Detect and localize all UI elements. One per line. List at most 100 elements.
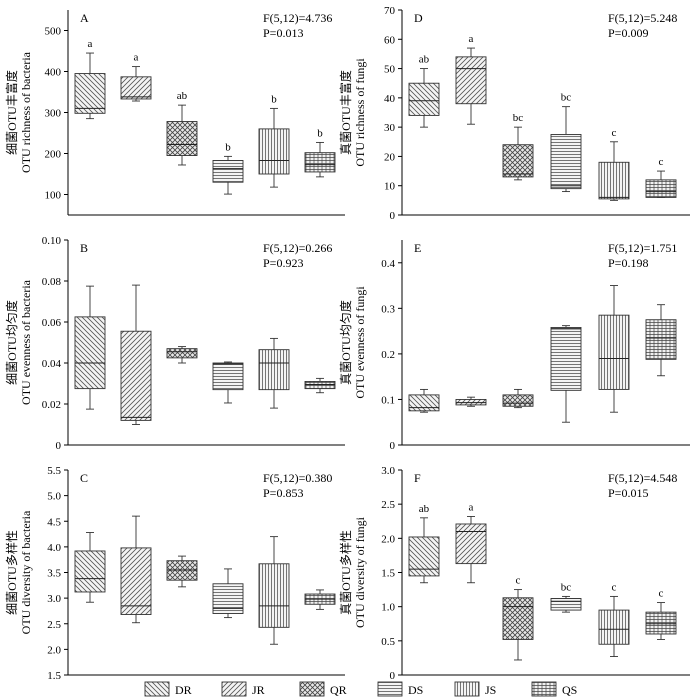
box-iqr [258,128,290,175]
panel-letter: F [414,471,421,485]
stat-f-value: F(5,12)=0.380 [263,471,332,485]
panel-E: 0 0.1 0.2 0.3 0.4 真菌OTU均匀度 OTU evenness of fun… [338,240,690,452]
stat-p-value: P=0.853 [263,486,303,500]
y-tick-label: 1.5 [381,568,395,580]
y-tick-label: 0.08 [42,276,62,288]
y-tick-label: 0 [390,670,396,682]
y-tick-label: 1.0 [381,602,395,614]
box-QS: c [645,588,677,640]
legend-item-DS: DS [377,681,423,697]
box-JS: b [258,93,290,188]
significance-letter: a [469,33,474,45]
panel-D: 0 10 20 30 40 50 60 70 真菌OTU丰富度 OTU richness of f… [338,5,690,222]
box-iqr [258,563,290,628]
significance-letter: ab [419,503,430,515]
legend-swatch [144,681,170,697]
panel-letter: B [80,241,88,255]
y-tick-label: 50 [384,64,396,76]
box-iqr [74,73,106,114]
y-tick-label: 0.10 [42,235,62,247]
box-DR: ab [408,54,440,128]
box-DR: ab [408,503,440,584]
significance-letter: c [612,581,617,593]
y-tick-label: 5.5 [47,465,61,477]
box-iqr [304,381,336,390]
y-tick-label: 0.06 [42,317,62,329]
stat-f-value: F(5,12)=1.751 [608,241,677,255]
stat-p-value: P=0.015 [608,486,648,500]
panel-C: 1.5 2.0 2.5 3.0 3.5 4.0 4.5 5.0 5.5 细菌OTU多样性 OTU d… [4,465,345,682]
box-JS [598,285,630,413]
stat-f-value: F(5,12)=4.548 [608,471,677,485]
stat-f-value: F(5,12)=4.736 [263,11,332,25]
y-tick-label: 0.3 [381,303,395,315]
box-iqr [74,316,106,390]
box-iqr [550,134,582,190]
box-iqr [645,179,677,198]
box-iqr [408,536,440,577]
y-axis-label-chinese: 真菌OTU丰富度 [338,70,353,155]
box-iqr [212,583,244,614]
significance-letter: b [317,127,323,139]
box-DS [212,361,244,404]
panel-F: 0 0.5 1.0 1.5 2.0 2.5 3.0 真菌OTU多样性 OTU diversity… [338,465,690,682]
y-tick-label: 0.2 [381,349,395,361]
box-iqr [166,348,198,359]
y-axis-label-english: OTU diversity of bacteria [19,510,33,634]
box-QR [166,346,198,364]
box-QR: bc [502,112,534,181]
legend-item-QR: QR [299,681,347,697]
y-axis-label-english: OTU richness of bacteria [19,51,33,173]
significance-letter: c [516,575,521,587]
box-JR [455,396,487,407]
box-QR: c [502,575,534,661]
box-iqr [645,611,677,635]
legend-item-DR: DR [144,681,192,697]
box-DS [550,325,582,423]
box-iqr [258,349,290,391]
y-axis-label-english: OTU evenness of bacteria [19,279,33,405]
box-DR [74,285,106,410]
stat-p-value: P=0.013 [263,26,303,40]
y-axis-label-chinese: 细菌OTU均匀度 [4,300,19,385]
box-iqr [550,327,582,391]
y-tick-label: 0 [56,440,62,452]
y-tick-label: 0.02 [42,399,61,411]
box-JR: a [120,52,152,102]
y-axis-label-english: OTU evenness of fungi [353,286,367,399]
box-QS: b [304,127,336,178]
y-tick-label: 5.0 [47,491,61,503]
panel-letter: D [414,11,423,25]
legend-label: JR [252,683,265,697]
box-iqr [120,76,152,100]
y-tick-label: 2.5 [381,499,395,511]
box-QR: ab [166,90,198,166]
box-iqr [304,152,336,173]
legend-item-JR: JR [221,681,265,697]
significance-letter: c [612,127,617,139]
box-JS [258,536,290,645]
box-iqr [502,144,534,178]
y-tick-label: 200 [45,149,62,161]
panel-letter: C [80,471,88,485]
stat-p-value: P=0.923 [263,256,303,270]
box-DR [408,388,440,413]
significance-letter: bc [561,92,572,104]
box-DR: a [74,38,106,120]
y-tick-label: 0.5 [381,636,395,648]
box-JR: a [455,501,487,584]
legend-swatch [221,681,247,697]
y-tick-label: 2.0 [47,644,61,656]
legend: DR JR QR DS JS QS [144,681,577,697]
legend-swatch [531,681,557,697]
box-QS [645,304,677,377]
y-tick-label: 100 [45,190,62,202]
y-axis-label-english: OTU diversity of fungi [353,516,367,628]
y-tick-label: 0 [390,440,396,452]
significance-letter: a [88,38,93,50]
legend-label: DR [175,683,192,697]
stat-f-value: F(5,12)=5.248 [608,11,677,25]
significance-letter: a [469,501,474,513]
box-JS: c [598,581,630,657]
